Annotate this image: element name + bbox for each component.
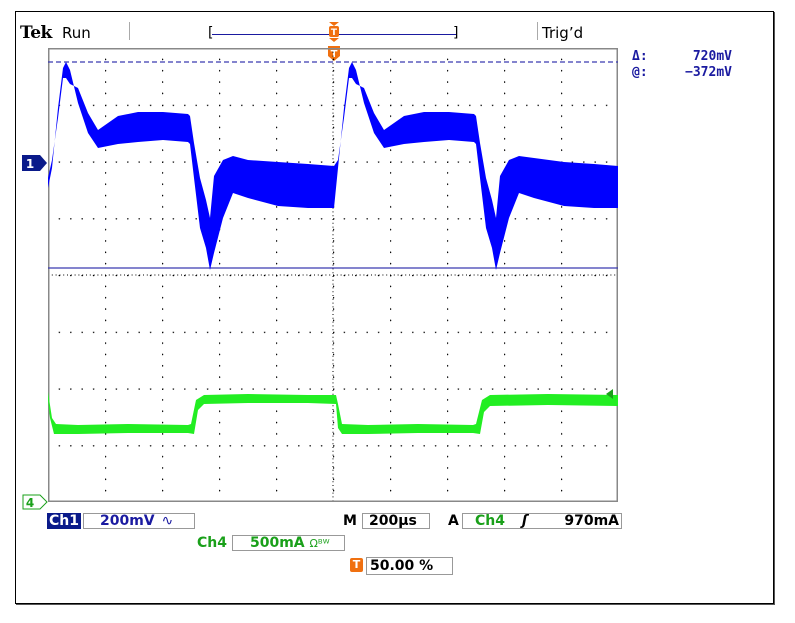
ac-coupling-icon: ∿ [161, 513, 174, 529]
record-bracket-left: [ [208, 25, 214, 41]
trigger-settings-box[interactable]: Ch4 ʃ 970mA [462, 513, 622, 529]
timebase-label: M [343, 513, 357, 529]
ch4-scale: 500mA [250, 535, 305, 551]
trigger-position-icon: T [350, 558, 363, 572]
ch1-ground-marker[interactable]: 1 [22, 155, 48, 171]
header-divider [537, 22, 538, 40]
trigger-status: Trig’d [542, 24, 584, 42]
svg-text:T: T [331, 28, 338, 38]
ch1-scale: 200mV [100, 513, 155, 529]
ch4-label[interactable]: Ch4 [197, 535, 227, 551]
timebase-value[interactable]: 200µs [362, 513, 430, 529]
ch1-scale-box[interactable]: 200mV ∿ [83, 513, 195, 529]
trigger-level: 970mA [564, 513, 619, 529]
ch1-label[interactable]: Ch1 [47, 513, 81, 529]
svg-text:4: 4 [26, 496, 34, 510]
header-divider [129, 22, 130, 40]
delta-value: 720mV [692, 49, 732, 64]
ch4-ground-marker[interactable]: 4 [22, 494, 48, 510]
record-bracket-right: ] [453, 25, 459, 41]
trigger-level-marker [606, 389, 613, 399]
trigger-position-value[interactable]: 50.00 % [366, 557, 453, 575]
waveform-display[interactable] [48, 48, 618, 502]
ch4-scale-box[interactable]: 500mA Ωᴮᵂ [232, 535, 345, 551]
at-label: @: [632, 65, 648, 80]
brand-logo: Tek [20, 23, 52, 43]
bandwidth-limit-icon: Ωᴮᵂ [309, 537, 330, 550]
delta-label: Δ: [632, 49, 648, 64]
ch1-waveform [48, 62, 618, 270]
svg-text:1: 1 [26, 157, 34, 171]
rising-edge-icon: ʃ [521, 513, 528, 529]
trigger-source: Ch4 [475, 513, 505, 529]
ch4-waveform [48, 392, 618, 434]
trigger-mode-label: A [448, 513, 459, 529]
acquisition-state: Run [62, 24, 91, 42]
at-value: −372mV [685, 65, 732, 80]
cursor-readout: Δ: 720mV @: −372mV [632, 49, 732, 81]
